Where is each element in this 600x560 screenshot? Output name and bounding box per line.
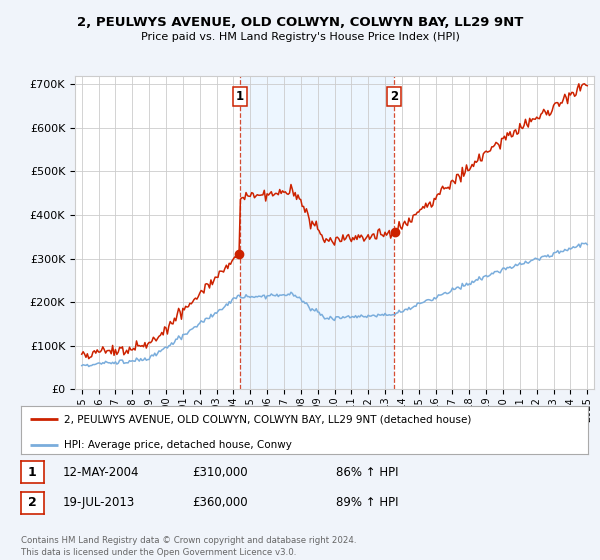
Text: 2: 2 <box>28 496 37 510</box>
Text: HPI: Average price, detached house, Conwy: HPI: Average price, detached house, Conw… <box>64 440 292 450</box>
Text: £310,000: £310,000 <box>192 465 248 479</box>
Text: Contains HM Land Registry data © Crown copyright and database right 2024.
This d: Contains HM Land Registry data © Crown c… <box>21 536 356 557</box>
Text: 2, PEULWYS AVENUE, OLD COLWYN, COLWYN BAY, LL29 9NT (detached house): 2, PEULWYS AVENUE, OLD COLWYN, COLWYN BA… <box>64 414 471 424</box>
Text: 2, PEULWYS AVENUE, OLD COLWYN, COLWYN BAY, LL29 9NT: 2, PEULWYS AVENUE, OLD COLWYN, COLWYN BA… <box>77 16 523 29</box>
Bar <box>239 76 394 389</box>
Text: 2: 2 <box>390 90 398 102</box>
Text: £360,000: £360,000 <box>192 496 248 510</box>
Text: Price paid vs. HM Land Registry's House Price Index (HPI): Price paid vs. HM Land Registry's House … <box>140 32 460 43</box>
Text: 89% ↑ HPI: 89% ↑ HPI <box>336 496 398 510</box>
Text: 1: 1 <box>28 465 37 479</box>
Text: 12-MAY-2004: 12-MAY-2004 <box>63 465 139 479</box>
Text: 1: 1 <box>236 90 244 102</box>
Text: 86% ↑ HPI: 86% ↑ HPI <box>336 465 398 479</box>
Text: 19-JUL-2013: 19-JUL-2013 <box>63 496 135 510</box>
